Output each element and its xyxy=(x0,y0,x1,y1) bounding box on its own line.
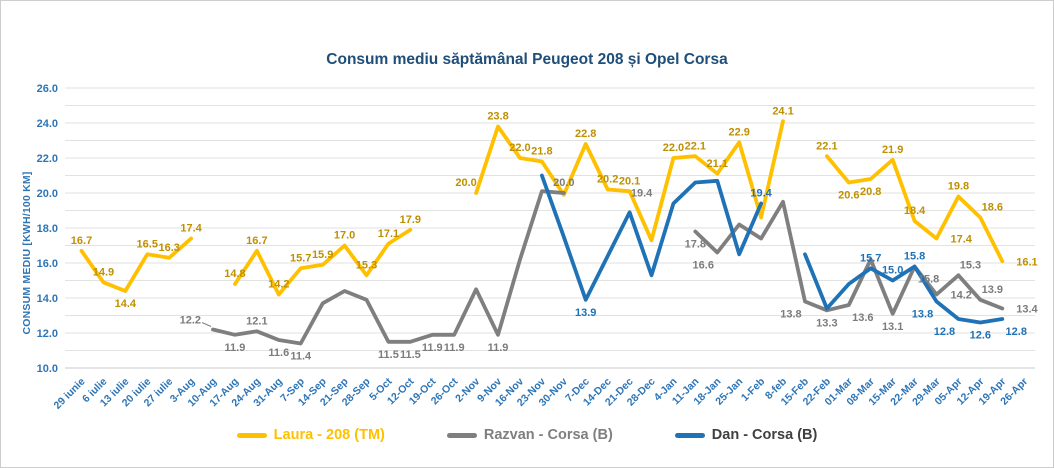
chart-legend: Laura - 208 (TM) Razvan - Corsa (B) Dan - … xyxy=(1,427,1053,443)
series-line-3 xyxy=(540,173,1005,325)
data-label: 13.8 xyxy=(780,309,801,321)
data-label: 19.4 xyxy=(750,188,772,200)
legend-item: Razvan - Corsa (B) xyxy=(446,427,613,443)
data-label: 11.9 xyxy=(444,342,465,354)
data-label: 17.4 xyxy=(950,234,972,246)
y-tick-label: 24.0 xyxy=(37,118,58,130)
data-label: 21.8 xyxy=(531,146,552,158)
data-label: 22.0 xyxy=(509,142,530,154)
data-label: 16.7 xyxy=(71,235,92,247)
legend-label: Dan - Corsa (B) xyxy=(711,427,818,443)
legend-item: Laura - 208 (TM) xyxy=(236,427,385,443)
legend-label: Laura - 208 (TM) xyxy=(273,427,385,443)
data-label: 22.0 xyxy=(663,142,684,154)
data-label: 11.9 xyxy=(225,342,246,354)
data-label: 16.3 xyxy=(158,242,179,254)
series-line-2 xyxy=(211,189,1005,346)
data-label: 14.2 xyxy=(950,290,971,302)
data-label: 19.4 xyxy=(631,188,653,200)
data-label: 11.4 xyxy=(290,351,312,363)
data-label: 20.0 xyxy=(553,177,574,189)
data-label: 20.0 xyxy=(455,177,476,189)
y-tick-label: 16.0 xyxy=(37,258,58,270)
data-label: 17.0 xyxy=(334,230,355,242)
data-label: 15.9 xyxy=(312,249,333,261)
data-label: 14.4 xyxy=(115,298,137,310)
data-label: 14.8 xyxy=(224,268,245,280)
data-label: 22.1 xyxy=(816,140,837,152)
data-label: 12.1 xyxy=(246,315,267,327)
data-label: 12.6 xyxy=(970,330,991,342)
data-label: 20.1 xyxy=(619,175,640,187)
data-label: 22.1 xyxy=(685,140,706,152)
data-label: 11.5 xyxy=(378,349,399,361)
data-label: 15.7 xyxy=(290,252,311,264)
data-label: 22.9 xyxy=(728,126,749,138)
data-label: 17.4 xyxy=(180,223,202,235)
data-label: 15.0 xyxy=(882,265,903,277)
data-label: 13.3 xyxy=(816,317,837,329)
data-label: 16.5 xyxy=(137,238,158,250)
y-axis-tick-labels: 10.0 12.0 14.0 16.0 18.0 20.0 22.0 24.0 26.0 xyxy=(37,83,58,375)
data-label: 17.9 xyxy=(400,214,421,226)
data-label: 24.1 xyxy=(772,105,793,117)
data-label: 17.1 xyxy=(378,228,399,240)
data-label: 11.9 xyxy=(488,342,509,354)
y-tick-label: 26.0 xyxy=(37,83,58,95)
data-label: 15.8 xyxy=(904,251,925,263)
data-label: 12.8 xyxy=(1006,326,1027,338)
y-tick-label: 10.0 xyxy=(37,363,58,375)
data-label: 12.8 xyxy=(934,326,955,338)
x-tick-label: 1-Feb xyxy=(739,376,767,404)
data-label: 13.9 xyxy=(575,307,596,319)
data-label: 11.6 xyxy=(268,347,289,359)
y-tick-label: 22.0 xyxy=(37,153,58,165)
data-label: 15.7 xyxy=(860,252,881,264)
legend-line-swatch xyxy=(236,432,267,438)
data-label: 13.8 xyxy=(912,309,933,321)
series-data-labels-1: 16.714.914.416.5 16.317.414.816.714.215.7… xyxy=(71,105,1038,310)
legend-line-swatch xyxy=(446,432,477,438)
data-label: 11.9 xyxy=(422,342,443,354)
data-label: 17.8 xyxy=(685,239,706,251)
data-label: 22.8 xyxy=(575,128,596,140)
data-label: 15.3 xyxy=(356,259,377,271)
y-tick-label: 20.0 xyxy=(37,188,58,200)
data-label: 12.2 xyxy=(180,315,201,327)
y-tick-label: 18.0 xyxy=(37,223,58,235)
data-label: 13.1 xyxy=(882,321,903,333)
data-label: 13.9 xyxy=(982,284,1003,296)
data-label: 13.4 xyxy=(1016,304,1038,316)
data-label: 21.1 xyxy=(707,158,728,170)
y-tick-label: 12.0 xyxy=(37,328,58,340)
series-data-labels-2: 12.211.912.111.6 11.4 11.5 11.511.9 11.9 11.9… xyxy=(180,177,1039,363)
data-label: 18.6 xyxy=(982,202,1003,214)
data-label: 11.5 xyxy=(400,349,421,361)
y-tick-label: 14.0 xyxy=(37,293,58,305)
data-label: 16.7 xyxy=(246,235,267,247)
data-label: 16.1 xyxy=(1016,256,1037,268)
legend-item: Dan - Corsa (B) xyxy=(674,427,818,443)
series-data-labels-3: 13.919.415.715.015.813.812.8 12.6 12.8 xyxy=(575,188,1027,342)
legend-line-swatch xyxy=(674,432,705,438)
data-label: 15.8 xyxy=(918,274,939,286)
data-label: 14.2 xyxy=(268,279,289,291)
data-label: 20.2 xyxy=(597,174,618,186)
chart-title: Consum mediu săptămânal Peugeot 208 și O… xyxy=(326,51,728,68)
data-label: 14.9 xyxy=(93,266,114,278)
legend-label: Razvan - Corsa (B) xyxy=(483,427,613,443)
data-label: 16.6 xyxy=(693,260,714,272)
data-label: 18.4 xyxy=(904,205,926,217)
data-label: 21.9 xyxy=(882,144,903,156)
data-label: 23.8 xyxy=(487,111,508,123)
series-line-1 xyxy=(79,119,1005,297)
data-label: 19.8 xyxy=(948,181,969,193)
data-label: 13.6 xyxy=(852,312,873,324)
data-label: 15.3 xyxy=(960,259,981,271)
data-label: 20.8 xyxy=(860,186,881,198)
data-label: 20.6 xyxy=(838,190,859,202)
